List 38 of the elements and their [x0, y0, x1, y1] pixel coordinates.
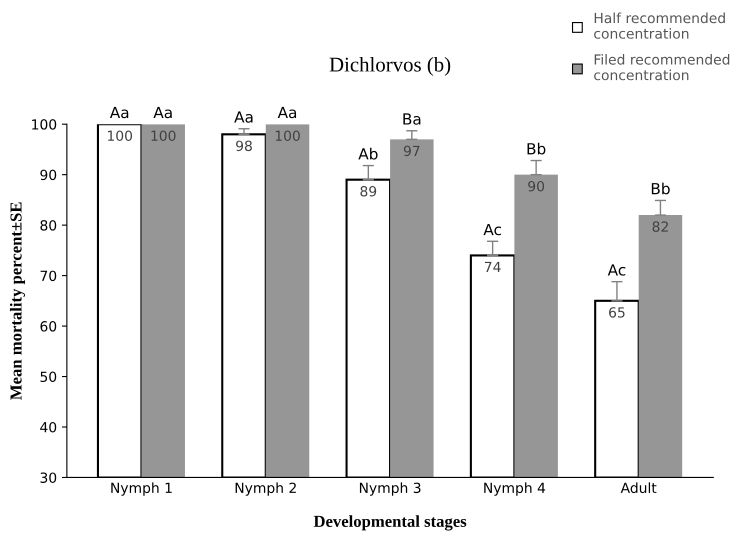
text: Aa — [234, 111, 253, 123]
data-label: 90 — [528, 180, 544, 192]
data-label: 74 — [484, 262, 501, 272]
legend-label: Half recommended concentration — [594, 12, 725, 39]
y-tick-label: 70 — [40, 270, 56, 282]
y-tick-label: 30 — [40, 472, 56, 483]
data-label: 100 — [276, 130, 300, 142]
x-axis-title: Developmental stages — [314, 515, 466, 530]
data-label: 82 — [652, 221, 668, 232]
legend-label: Filed recommended concentration — [594, 54, 730, 80]
annotation: Ac — [483, 224, 501, 236]
y-tick-label: 40 — [40, 422, 56, 432]
annotation: Ab — [358, 148, 378, 160]
annotation: Bb — [652, 182, 670, 194]
annotation: Ba — [403, 113, 420, 125]
y-axis-title: Mean mortality percent±SE — [10, 202, 26, 400]
data-label: 100 — [108, 130, 132, 142]
data-label: 65 — [609, 307, 625, 318]
text: Aa — [278, 106, 296, 118]
data-label: 98 — [236, 140, 252, 152]
x-tick-label: Nymph 2 — [236, 482, 296, 496]
y-tick-label: 90 — [40, 170, 56, 180]
data-label: 89 — [360, 186, 376, 197]
data-label: 100 — [151, 130, 176, 142]
annotation: Ac — [608, 264, 626, 276]
text: Aa — [153, 106, 172, 118]
chart-title: Dichlorvos (b) — [330, 56, 450, 76]
y-tick-label: 80 — [40, 220, 56, 231]
data-label: 97 — [404, 146, 420, 156]
x-tick-label: Adult — [620, 482, 656, 494]
y-tick-label: 100 — [32, 119, 56, 130]
y-tick-label: 50 — [40, 372, 56, 382]
x-tick-label: Nymph 3 — [360, 482, 420, 496]
x-tick-label: Nymph 4 — [484, 482, 546, 496]
text: Aa — [110, 106, 128, 118]
y-tick-label: 60 — [40, 321, 56, 332]
annotation: Bb — [528, 142, 546, 155]
x-tick-label: Nymph 1 — [111, 482, 172, 496]
